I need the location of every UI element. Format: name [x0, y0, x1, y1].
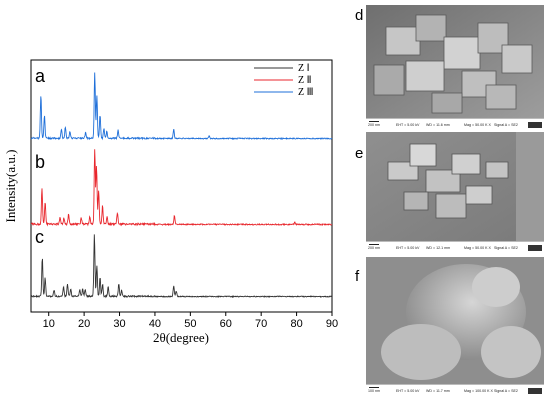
- plot-frame: [30, 59, 333, 313]
- signal-label: Signal A = SE2: [494, 389, 518, 393]
- y-axis-label: Intensity(a.u.): [3, 150, 18, 223]
- sem-info-bar-f: 100 nm EHT = 5.00 kV WD = 11.7 mm Mag = …: [366, 384, 544, 398]
- scale-label: 200 nm: [368, 123, 380, 127]
- panel-label-b: b: [35, 152, 45, 172]
- xrd-chart: 10 20 30 40 50 60 70 80 90 Z Ⅰ Z Ⅱ Z Ⅲ a b c 2θ(…: [3, 59, 338, 345]
- sem-info-bar-e: 200 nm EHT = 5.00 kV WD = 12.1 mm Mag = …: [366, 241, 544, 255]
- x-tick-label: 50: [184, 318, 196, 330]
- xrd-trace-a: [30, 72, 333, 141]
- scale-bar: [369, 121, 379, 122]
- x-tick-label: 60: [220, 318, 232, 330]
- scale-bar: [369, 387, 379, 388]
- zeiss-logo: [528, 388, 542, 394]
- x-tick-label: 10: [43, 318, 55, 330]
- legend-label-z2: Z Ⅱ: [298, 75, 312, 86]
- xrd-trace-c: [30, 234, 333, 299]
- sem-micrograph-f: [366, 257, 544, 385]
- panel-label-a: a: [35, 66, 46, 86]
- x-axis-ticks: 10 20 30 40 50 60 70 80 90: [43, 312, 338, 330]
- panel-label-f: f: [355, 268, 360, 285]
- x-tick-label: 30: [113, 318, 125, 330]
- scale-bar: [369, 244, 379, 245]
- mag-label: Mag = 50.00 K X: [464, 246, 491, 250]
- scale-label: 100 nm: [368, 389, 380, 393]
- panel-label-e: e: [355, 145, 364, 162]
- sem-image-f: 100 nm EHT = 5.00 kV WD = 11.7 mm Mag = …: [366, 257, 544, 398]
- wd-label: WD = 12.1 mm: [426, 246, 451, 250]
- mag-label: Mag = 50.00 K X: [464, 123, 491, 127]
- mag-label: Mag = 100.00 K X: [464, 389, 493, 393]
- sem-micrograph-d: [366, 5, 544, 119]
- legend-label-z3: Z Ⅲ: [298, 87, 314, 98]
- x-tick-label: 40: [149, 318, 161, 330]
- wd-label: WD = 11.7 mm: [426, 389, 450, 393]
- zeiss-logo: [528, 245, 542, 251]
- scale-label: 200 nm: [368, 246, 380, 250]
- sem-micrograph-e: [366, 132, 544, 242]
- eht-label: EHT = 5.00 kV: [396, 246, 420, 250]
- xrd-trace-b: [30, 149, 333, 227]
- x-tick-label: 80: [290, 318, 302, 330]
- xrd-traces: [30, 72, 333, 299]
- legend-label-z1: Z Ⅰ: [298, 63, 310, 74]
- panel-label-c: c: [35, 227, 44, 247]
- sem-image-d: 200 nm EHT = 5.00 kV WD = 11.6 mm Mag = …: [366, 5, 544, 132]
- panel-label-d: d: [355, 7, 364, 24]
- eht-label: EHT = 5.00 kV: [396, 123, 420, 127]
- x-tick-label: 70: [255, 318, 267, 330]
- sem-info-bar-d: 200 nm EHT = 5.00 kV WD = 11.6 mm Mag = …: [366, 118, 544, 132]
- wd-label: WD = 11.6 mm: [426, 123, 450, 127]
- signal-label: Signal A = SE2: [494, 123, 518, 127]
- x-tick-label: 20: [78, 318, 90, 330]
- legend: Z Ⅰ Z Ⅱ Z Ⅲ: [254, 63, 314, 98]
- zeiss-logo: [528, 122, 542, 128]
- x-tick-label: 90: [326, 318, 338, 330]
- eht-label: EHT = 5.00 kV: [396, 389, 420, 393]
- signal-label: Signal A = SE2: [494, 246, 518, 250]
- x-axis-label: 2θ(degree): [153, 330, 209, 345]
- sem-image-e: 200 nm EHT = 5.00 kV WD = 12.1 mm Mag = …: [366, 132, 544, 255]
